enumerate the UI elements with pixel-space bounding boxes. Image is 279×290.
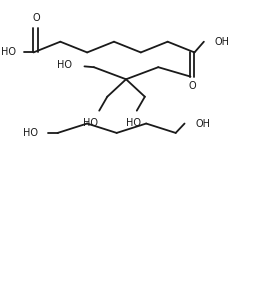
Text: O: O (32, 13, 40, 23)
Text: HO: HO (57, 59, 72, 70)
Text: OH: OH (195, 119, 210, 128)
Text: HO: HO (1, 48, 16, 57)
Text: HO: HO (23, 128, 37, 138)
Text: HO: HO (83, 118, 98, 128)
Text: HO: HO (126, 118, 141, 128)
Text: OH: OH (215, 37, 230, 47)
Text: O: O (188, 81, 196, 91)
